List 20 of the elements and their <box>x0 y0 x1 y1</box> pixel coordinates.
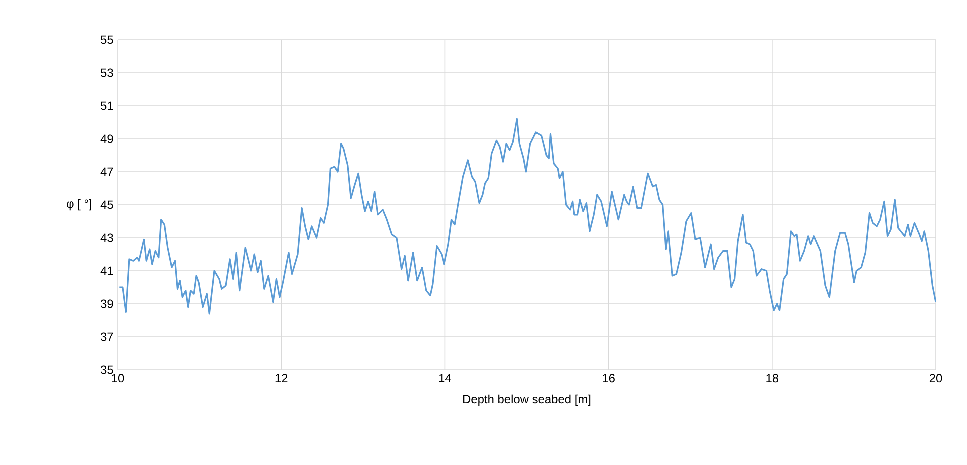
line-series <box>118 118 936 315</box>
x-tick-label: 20 <box>930 374 942 383</box>
y-tick-label: 35 <box>100 366 114 374</box>
x-tick-label: 18 <box>766 374 779 383</box>
y-tick-label: 47 <box>100 168 114 176</box>
y-tick-label: 51 <box>101 102 114 110</box>
y-tick-label: 55 <box>101 36 114 44</box>
y-tick-label: 45 <box>100 200 114 210</box>
y-tick-label: 53 <box>101 68 114 78</box>
x-tick-label: 14 <box>439 374 452 382</box>
y-tick-label: 41 <box>100 266 114 276</box>
y-tick-label: 43 <box>100 234 114 242</box>
y-axis-title: φ [ °] <box>67 199 92 211</box>
y-tick-label: 49 <box>100 134 114 144</box>
y-tick-label: 39 <box>100 300 114 308</box>
x-tick-label: 12 <box>276 374 288 383</box>
x-tick-label: 10 <box>112 374 124 383</box>
x-tick-label: 16 <box>603 374 615 383</box>
x-axis-title: Depth below seabed [m] <box>464 394 591 406</box>
y-tick-label: 37 <box>100 332 114 342</box>
